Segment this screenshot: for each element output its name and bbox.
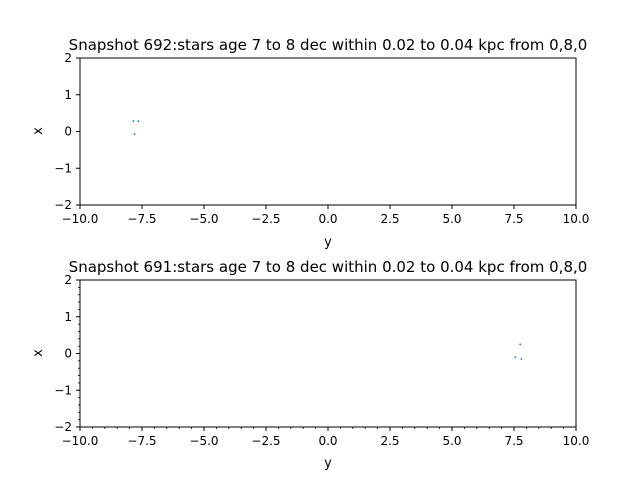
x-tick-label: 0.0 xyxy=(318,434,337,448)
x-tick-label: 5.0 xyxy=(442,212,461,226)
x-tick-label: −7.5 xyxy=(127,434,156,448)
y-tick-label: 2 xyxy=(64,51,72,65)
y-tick-label: −2 xyxy=(54,420,72,434)
x-tick-label: 2.5 xyxy=(380,212,399,226)
scatter-panel-bottom: Snapshot 691:stars age 7 to 8 dec within… xyxy=(31,258,589,471)
x-tick-label: −5.0 xyxy=(189,434,218,448)
x-tick-label: 2.5 xyxy=(380,434,399,448)
plot-area xyxy=(79,57,577,206)
x-tick-label: −2.5 xyxy=(251,434,280,448)
x-tick-label: −10.0 xyxy=(62,434,99,448)
y-tick-label: −2 xyxy=(54,198,72,212)
y-tick-label: 0 xyxy=(64,125,72,139)
y-axis: −2 −1 0 1 2 xyxy=(54,273,80,434)
x-axis: −10.0 −7.5 −5.0 −2.5 0.0 2.5 5.0 7.5 10.0 xyxy=(62,205,590,226)
y-axis: −2 −1 0 1 2 xyxy=(54,51,80,212)
data-point xyxy=(514,356,517,359)
plot-area xyxy=(79,279,577,428)
x-tick-label: 5.0 xyxy=(442,434,461,448)
data-point xyxy=(137,120,140,123)
x-tick-label: 10.0 xyxy=(563,212,590,226)
chart-title: Snapshot 691:stars age 7 to 8 dec within… xyxy=(69,258,588,276)
x-tick-label: −2.5 xyxy=(251,212,280,226)
x-tick-label: 7.5 xyxy=(504,434,523,448)
x-tick-label: −7.5 xyxy=(127,212,156,226)
data-points xyxy=(514,343,523,360)
y-tick-label: 2 xyxy=(64,273,72,287)
scatter-panel-top: Snapshot 692:stars age 7 to 8 dec within… xyxy=(31,36,589,250)
chart-title: Snapshot 692:stars age 7 to 8 dec within… xyxy=(69,36,588,54)
data-point xyxy=(132,120,135,123)
x-axis-label: y xyxy=(324,235,332,250)
y-tick-label: −1 xyxy=(54,161,72,175)
y-axis-label: x xyxy=(31,127,46,135)
y-tick-label: 1 xyxy=(64,310,72,324)
y-tick-label: −1 xyxy=(54,383,72,397)
x-tick-label: −10.0 xyxy=(62,212,99,226)
x-axis: −10.0 −7.5 −5.0 −2.5 0.0 2.5 5.0 7.5 10.0 xyxy=(62,427,590,448)
y-tick-label: 1 xyxy=(64,88,72,102)
x-axis-label: y xyxy=(324,456,332,471)
data-point xyxy=(133,133,136,135)
x-tick-label: −5.0 xyxy=(189,212,218,226)
data-points xyxy=(132,120,140,135)
y-axis-label: x xyxy=(31,349,46,357)
x-tick-label: 0.0 xyxy=(318,212,337,226)
x-tick-label: 10.0 xyxy=(563,434,590,448)
y-tick-label: 0 xyxy=(64,347,72,361)
data-point xyxy=(520,358,523,360)
x-tick-label: 7.5 xyxy=(504,212,523,226)
data-point xyxy=(519,343,522,346)
